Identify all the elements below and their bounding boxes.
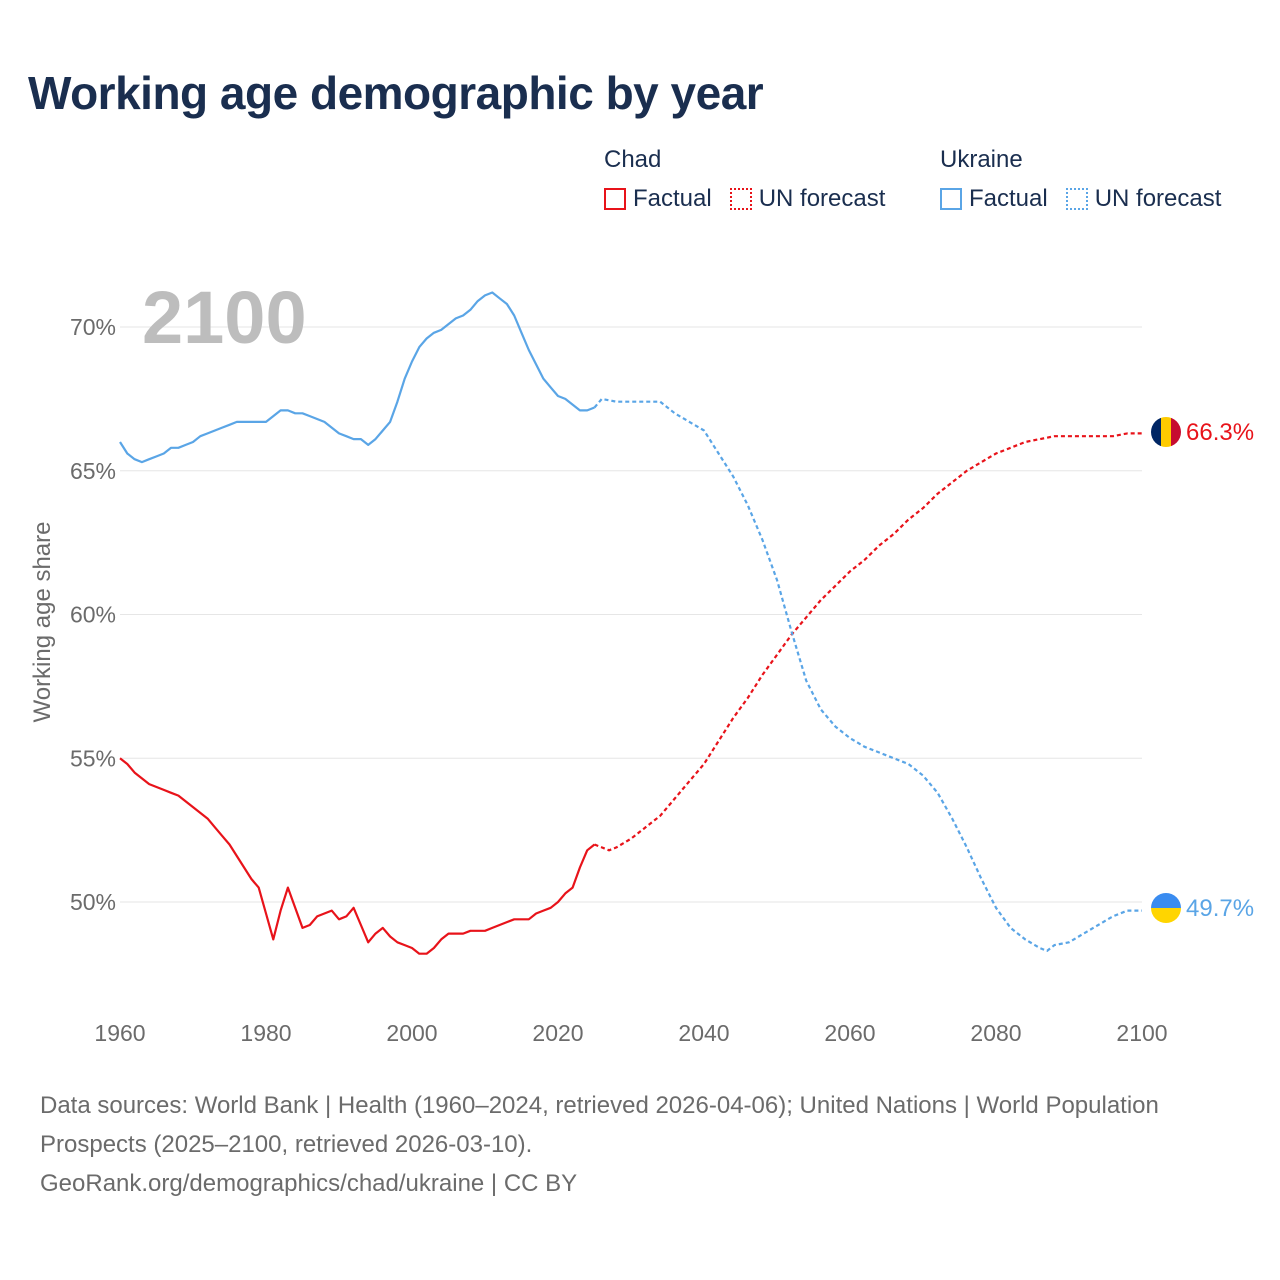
x-tick-label: 2000 bbox=[386, 1020, 437, 1046]
y-tick-label: 65% bbox=[70, 458, 116, 484]
legend-label: Factual bbox=[969, 185, 1048, 212]
year-watermark: 2100 bbox=[142, 276, 307, 359]
legend-group-label: Ukraine bbox=[940, 146, 1023, 173]
line-chart: 2100 50% 55% 60% 65% 70% 1960 1980 2000 2020 204… bbox=[29, 276, 1254, 1046]
legend-swatch-solid bbox=[940, 188, 962, 210]
legend-group-label: Chad bbox=[604, 146, 662, 173]
legend-item-chad-factual[interactable]: Factual bbox=[604, 185, 712, 213]
y-axis-label: Working age share bbox=[29, 522, 56, 723]
chart-title: Working age demographic by year bbox=[28, 67, 764, 119]
footer-sources: Data sources: World Bank | Health (1960–… bbox=[40, 1092, 1159, 1158]
legend-item-chad-forecast[interactable]: UN forecast bbox=[729, 185, 886, 213]
ukraine-flag-icon bbox=[1151, 893, 1181, 923]
x-tick-label: 2020 bbox=[532, 1020, 583, 1046]
legend-swatch-dotted bbox=[729, 188, 752, 210]
legend-group-ukraine: Ukraine Factual UN forecast bbox=[940, 145, 1239, 213]
y-axis: 50% 55% 60% 65% 70% bbox=[70, 314, 116, 915]
footer-link[interactable]: GeoRank.org/demographics/chad/ukraine | … bbox=[40, 1170, 578, 1197]
y-tick-label: 70% bbox=[70, 314, 116, 340]
series-line-ukraine-factual[interactable] bbox=[119, 291, 595, 464]
legend-swatch-dotted bbox=[1065, 188, 1088, 210]
series-line-ukraine-forecast[interactable] bbox=[593, 397, 1143, 952]
chad-end-label: 66.3% bbox=[1186, 419, 1254, 446]
y-tick-label: 50% bbox=[70, 889, 116, 915]
ukraine-end-label: 49.7% bbox=[1186, 895, 1254, 922]
series-line-chad-factual[interactable] bbox=[119, 757, 596, 955]
legend-item-ukraine-factual[interactable]: Factual bbox=[940, 185, 1048, 213]
legend-label: UN forecast bbox=[1094, 185, 1222, 212]
gridlines bbox=[120, 326, 1142, 903]
x-tick-label: 1980 bbox=[240, 1020, 291, 1046]
x-axis: 1960 1980 2000 2020 2040 2060 2080 2100 bbox=[94, 1020, 1167, 1046]
y-tick-label: 55% bbox=[70, 745, 116, 771]
x-tick-label: 2040 bbox=[678, 1020, 729, 1046]
series-lines bbox=[119, 291, 1143, 955]
x-tick-label: 2100 bbox=[1116, 1020, 1167, 1046]
chad-flag-icon bbox=[1151, 417, 1181, 447]
legend-label: UN forecast bbox=[758, 185, 886, 212]
footer: Data sources: World Bank | Health (1960–… bbox=[40, 1086, 1220, 1203]
legend-group-chad: Chad Factual UN forecast bbox=[604, 145, 903, 213]
legend-swatch-solid bbox=[604, 188, 626, 210]
x-tick-label: 1960 bbox=[94, 1020, 145, 1046]
series-line-chad-forecast[interactable] bbox=[594, 432, 1143, 852]
legend-item-ukraine-forecast[interactable]: UN forecast bbox=[1065, 185, 1222, 213]
x-tick-label: 2060 bbox=[824, 1020, 875, 1046]
x-tick-label: 2080 bbox=[970, 1020, 1021, 1046]
legend-label: Factual bbox=[633, 185, 712, 212]
y-tick-label: 60% bbox=[70, 602, 116, 628]
